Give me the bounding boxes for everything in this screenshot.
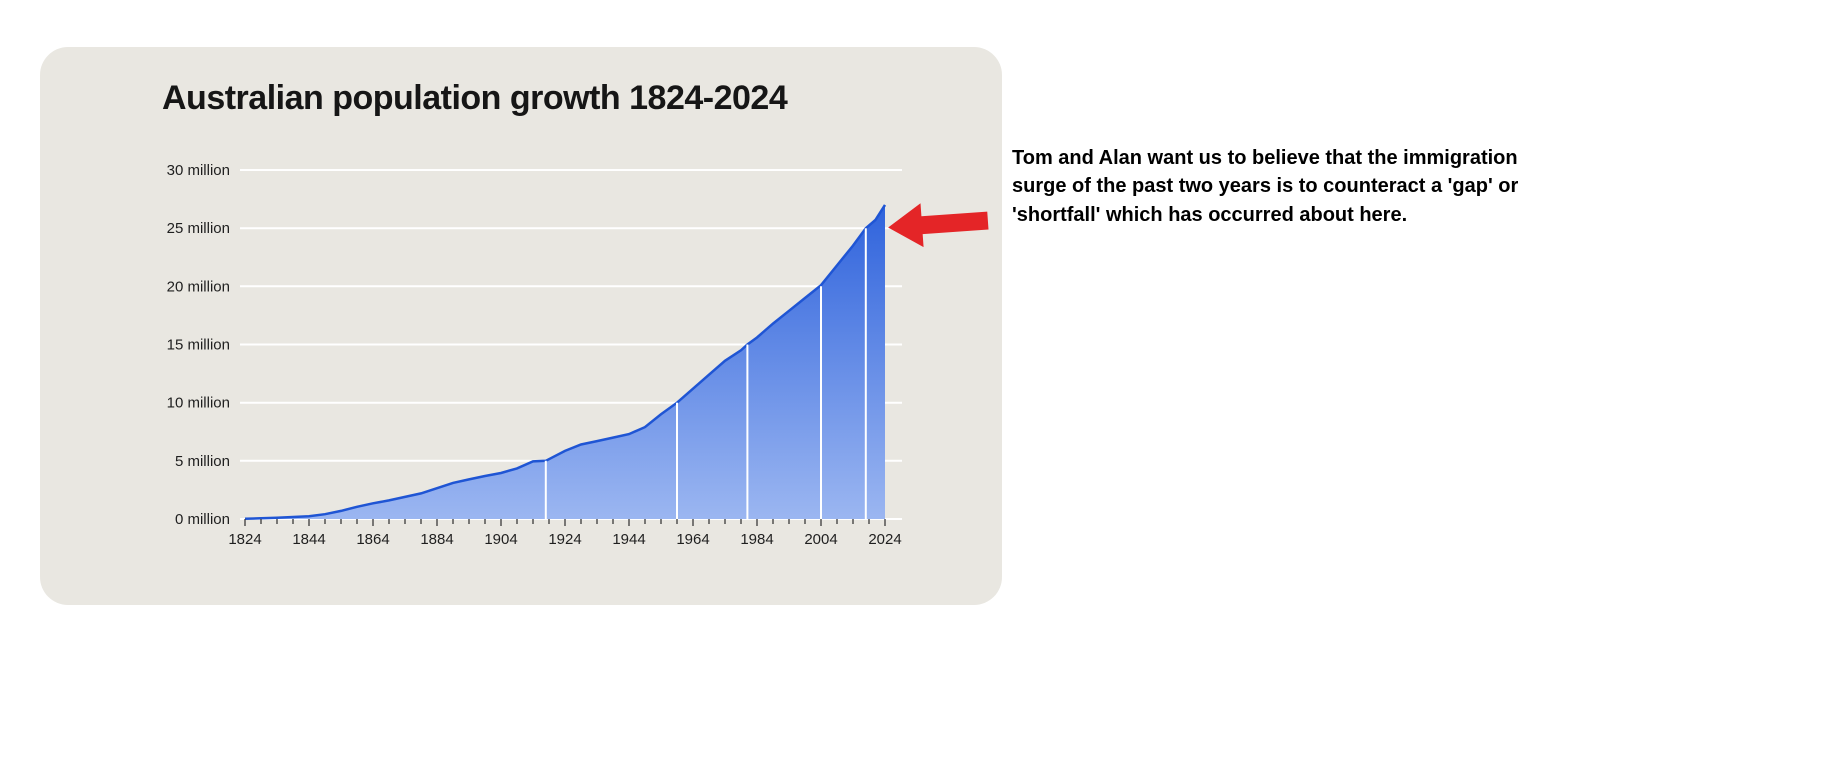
area-fill [245, 204, 885, 519]
y-tick-label: 5 million [175, 453, 230, 470]
x-tick-label: 1864 [356, 531, 389, 548]
y-tick-label: 0 million [175, 511, 230, 528]
chart-card: 0 million 5 million 10 million 15 million 20… [40, 47, 1002, 605]
x-tick-label: 1964 [676, 531, 709, 548]
x-tick-label: 1944 [612, 531, 645, 548]
y-tick-label: 20 million [167, 278, 230, 295]
population-area-chart: 0 million 5 million 10 million 15 million 20… [167, 162, 902, 548]
y-tick-label: 10 million [167, 395, 230, 412]
chart-title: Australian population growth 1824-2024 [162, 79, 788, 117]
x-tick-label: 1884 [420, 531, 453, 548]
red-arrow-icon [888, 203, 989, 248]
x-tick-label: 1904 [484, 531, 517, 548]
area-line [244, 204, 887, 520]
x-tick-label: 1844 [292, 531, 325, 548]
y-tick-label: 25 million [167, 220, 230, 237]
y-tick-label: 30 million [167, 162, 230, 179]
y-tick-label: 15 million [167, 337, 230, 354]
annotation-text: Tom and Alan want us to believe that the… [1012, 147, 1519, 226]
x-tick-label: 1924 [548, 531, 581, 548]
x-tick-label: 1984 [740, 531, 773, 548]
x-tick-label: 1824 [228, 531, 261, 548]
x-tick-label: 2004 [804, 531, 837, 548]
x-tick-label: 2024 [868, 531, 901, 548]
